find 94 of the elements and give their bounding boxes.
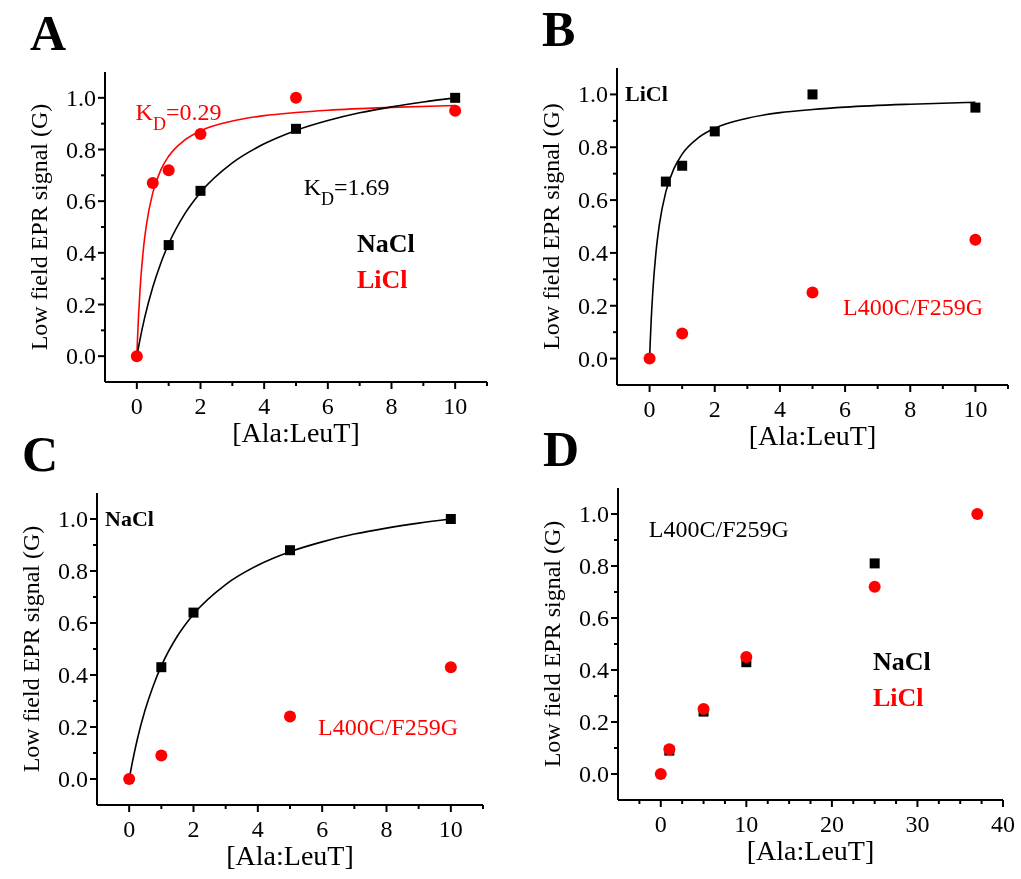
- point: [450, 92, 461, 103]
- x-tick-label: 2: [187, 816, 200, 842]
- y-axis-title: Low field EPR signal (G): [18, 525, 44, 773]
- point: [146, 177, 159, 190]
- point: [162, 164, 175, 177]
- text: NaCl: [105, 506, 154, 531]
- series-label: L400C/F259G: [317, 714, 458, 740]
- point: [643, 352, 656, 365]
- x-tick-label: 0: [654, 811, 667, 837]
- y-tick-label: 0.6: [579, 605, 609, 631]
- y-axis-title: Low field EPR signal (G): [26, 103, 52, 351]
- y-tick-label: 1.0: [579, 501, 609, 527]
- x-tick-label: 4: [251, 816, 264, 842]
- y-tick-label: 0.8: [578, 134, 608, 161]
- x-axis-title: [Ala:LeuT]: [232, 417, 360, 448]
- y-axis-title: Low field EPR signal (G): [539, 520, 565, 768]
- point: [194, 128, 207, 140]
- point: [654, 768, 667, 780]
- x-tick-label: 40: [991, 811, 1015, 837]
- x-axis-title: [Ala:LeuT]: [746, 835, 875, 866]
- y-tick-label: 1.0: [66, 84, 96, 111]
- x-tick-label: 10: [438, 816, 463, 842]
- text: NaCl: [873, 647, 931, 676]
- y-tick-label: 0.6: [58, 610, 88, 636]
- point: [677, 160, 688, 171]
- point: [807, 89, 818, 100]
- x-tick-label: 6: [321, 393, 334, 419]
- x-tick-label: 0: [643, 396, 656, 422]
- x-tick-label: 10: [443, 393, 468, 419]
- y-tick-label: 0.0: [66, 343, 96, 370]
- series-label: L400C/F259G: [842, 294, 983, 320]
- y-tick-label: 0.2: [66, 291, 96, 318]
- y-tick-label: 0.4: [58, 662, 88, 688]
- y-tick-label: 1.0: [58, 506, 88, 532]
- point: [284, 710, 296, 723]
- point: [869, 558, 880, 569]
- point: [971, 508, 984, 520]
- x-tick-label: 8: [904, 396, 917, 422]
- annotation: K$_{D}$=0.29: [135, 99, 222, 135]
- y-tick-label: 0.0: [579, 761, 609, 787]
- y-tick-label: 0.8: [58, 558, 88, 584]
- text: LiCl: [873, 683, 924, 712]
- y-tick-label: 0.6: [578, 187, 608, 214]
- y-axis-title: Low field EPR signal (G): [538, 103, 564, 350]
- point: [806, 286, 819, 299]
- point: [445, 514, 456, 524]
- point: [676, 327, 689, 340]
- y-tick-label: 0.2: [579, 709, 609, 735]
- y-tick-label: 0.0: [58, 766, 88, 792]
- y-tick-label: 0.0: [578, 345, 608, 372]
- annotation: K$_{D}$=1.69: [303, 173, 390, 209]
- point: [449, 104, 462, 117]
- x-tick-label: 10: [963, 396, 988, 422]
- y-tick-label: 0.8: [579, 553, 609, 579]
- text: NaCl: [357, 229, 415, 258]
- x-tick-label: 2: [708, 396, 721, 422]
- x-tick-label: 8: [385, 393, 398, 419]
- x-tick-label: 8: [380, 816, 393, 842]
- y-tick-label: 0.2: [578, 292, 608, 319]
- y-tick-label: 0.4: [578, 239, 608, 266]
- text: LiCl: [357, 265, 408, 294]
- annotation: L400C/F259G: [648, 515, 789, 542]
- point: [290, 91, 302, 104]
- x-tick-label: 20: [819, 811, 844, 837]
- x-tick-label: 0: [130, 393, 143, 419]
- chart-title: D: [543, 421, 580, 477]
- x-tick-label: 6: [839, 396, 852, 422]
- x-tick-label: 2: [194, 393, 207, 419]
- y-tick-label: 0.2: [58, 714, 88, 740]
- point: [740, 651, 753, 663]
- point: [868, 580, 881, 593]
- point: [123, 773, 136, 785]
- text: LiCl: [625, 81, 668, 106]
- y-tick-label: 0.8: [66, 136, 96, 163]
- x-axis-title: [Ala:LeuT]: [748, 420, 877, 451]
- chart-title: A: [30, 5, 67, 61]
- y-tick-label: 0.4: [579, 657, 609, 683]
- y-tick-label: 1.0: [578, 81, 608, 108]
- point: [970, 102, 981, 113]
- point: [444, 661, 457, 674]
- x-tick-label: 4: [258, 393, 271, 419]
- x-tick-label: 10: [734, 811, 759, 837]
- y-tick-label: 0.6: [66, 188, 96, 215]
- point: [130, 350, 143, 363]
- x-tick-label: 4: [773, 396, 786, 422]
- x-tick-label: 6: [316, 816, 329, 842]
- y-tick-label: 0.4: [66, 239, 96, 266]
- x-axis-title: [Ala:LeuT]: [226, 840, 354, 871]
- x-tick-label: 0: [123, 816, 136, 842]
- chart-title: B: [542, 1, 576, 57]
- x-tick-label: 30: [905, 811, 930, 837]
- point: [969, 233, 982, 246]
- point: [155, 749, 168, 762]
- chart-title: C: [22, 426, 59, 482]
